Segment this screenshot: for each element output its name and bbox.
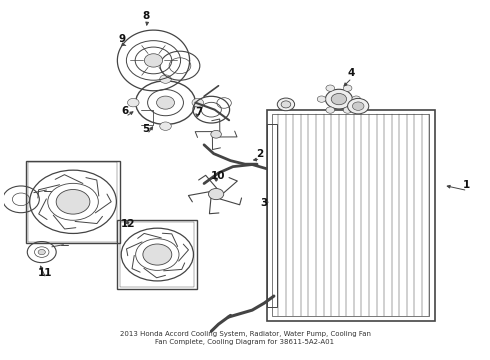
- Circle shape: [192, 98, 203, 107]
- Text: 2013 Honda Accord Cooling System, Radiator, Water Pump, Cooling Fan
Fan Complete: 2013 Honda Accord Cooling System, Radiat…: [120, 331, 370, 345]
- Circle shape: [343, 107, 352, 113]
- Circle shape: [281, 101, 291, 108]
- Bar: [26, 161, 120, 243]
- Circle shape: [277, 98, 294, 111]
- Circle shape: [326, 107, 335, 113]
- Circle shape: [160, 75, 172, 83]
- Circle shape: [343, 85, 352, 91]
- Bar: [118, 220, 197, 289]
- Circle shape: [347, 98, 369, 114]
- Text: 1: 1: [463, 180, 470, 190]
- Circle shape: [157, 96, 174, 109]
- Bar: [28, 162, 118, 242]
- Circle shape: [352, 96, 361, 102]
- Circle shape: [317, 96, 326, 102]
- Bar: [267, 124, 277, 307]
- Text: 12: 12: [121, 219, 136, 229]
- Text: 3: 3: [261, 198, 268, 208]
- Text: 9: 9: [119, 34, 126, 44]
- Circle shape: [331, 94, 346, 105]
- Circle shape: [211, 130, 221, 138]
- Text: 10: 10: [211, 171, 226, 181]
- Circle shape: [38, 249, 46, 255]
- Text: 8: 8: [143, 12, 150, 22]
- Circle shape: [160, 122, 172, 130]
- Circle shape: [127, 98, 139, 107]
- Circle shape: [208, 189, 224, 200]
- Bar: [120, 222, 195, 287]
- Circle shape: [143, 244, 172, 265]
- Circle shape: [326, 85, 335, 91]
- Bar: [267, 110, 435, 321]
- Text: 4: 4: [347, 68, 355, 78]
- Text: 7: 7: [196, 108, 203, 117]
- Circle shape: [145, 54, 163, 67]
- Text: 6: 6: [121, 107, 128, 116]
- Text: 5: 5: [143, 124, 150, 134]
- Circle shape: [352, 102, 364, 111]
- Text: 2: 2: [256, 149, 263, 159]
- Text: 11: 11: [38, 268, 52, 278]
- Circle shape: [325, 89, 352, 109]
- Bar: [272, 114, 429, 316]
- Circle shape: [56, 189, 90, 214]
